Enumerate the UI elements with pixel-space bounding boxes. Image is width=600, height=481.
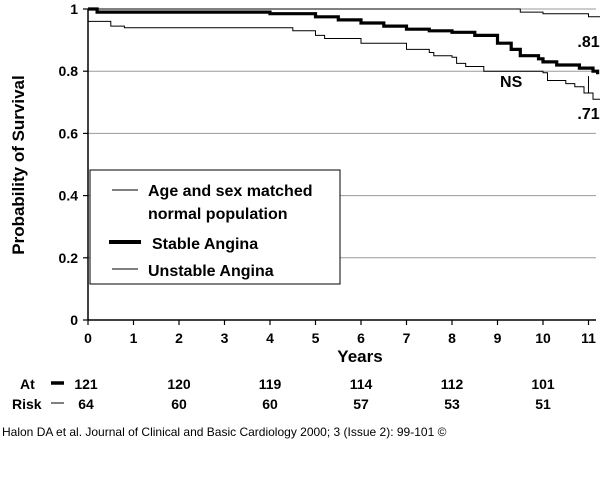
at-risk-count-unstable: 57	[353, 396, 369, 412]
at-risk-count-unstable: 53	[444, 396, 460, 412]
series-line-stable-angina	[88, 7, 600, 75]
legend-box	[89, 169, 341, 285]
x-tick-label: 7	[403, 330, 411, 346]
x-tick-label: 11	[581, 330, 596, 346]
x-tick-label: 10	[535, 330, 551, 346]
x-tick-label: 6	[357, 330, 365, 346]
y-tick-label: 0.4	[59, 188, 79, 204]
series-line-unstable-angina	[88, 20, 600, 100]
legend-label-stable: Stable Angina	[152, 236, 258, 253]
x-tick-label: 0	[84, 330, 92, 346]
y-tick-label: 1	[70, 1, 78, 17]
x-tick-label: 8	[448, 330, 456, 346]
annotation-label: .71	[577, 106, 599, 123]
annotation-label: NS	[500, 74, 523, 91]
at-risk-count-unstable: 64	[78, 396, 94, 412]
at-risk-count-stable: 112	[441, 376, 464, 392]
x-tick-label: 4	[266, 330, 274, 346]
legend: Age and sex matched normal population St…	[89, 169, 341, 285]
at-risk-count-stable: 121	[74, 376, 98, 392]
at-risk-count-unstable: 60	[171, 396, 187, 412]
x-tick-label: 9	[494, 330, 502, 346]
legend-label-unstable: Unstable Angina	[148, 263, 274, 280]
legend-label-normal-line2: normal population	[148, 206, 288, 223]
at-risk-table: At Risk 121 64 120 60 119 60 114 57 112 53 101 51	[12, 376, 555, 412]
at-risk-count-stable: 114	[350, 376, 373, 392]
x-tick-label: 1	[130, 330, 138, 346]
annotation-label: .81	[577, 34, 599, 51]
at-risk-count-unstable: 51	[535, 396, 551, 412]
at-risk-count-unstable: 60	[262, 396, 278, 412]
y-tick-label: 0	[70, 312, 78, 328]
x-tick-label: 2	[175, 330, 183, 346]
at-risk-label-line2: Risk	[12, 396, 42, 412]
annotations: .81 NS .71	[500, 34, 600, 123]
x-tick-label: 3	[221, 330, 229, 346]
at-risk-count-stable: 119	[259, 376, 282, 392]
at-risk-count-stable: 120	[167, 376, 191, 392]
y-tick-label: 0.8	[59, 63, 79, 79]
series-line-normal-population	[88, 8, 600, 18]
figure-caption: Halon DA et al. Journal of Clinical and …	[2, 425, 447, 439]
at-risk-count-stable: 101	[531, 376, 555, 392]
x-tick-label: 5	[312, 330, 320, 346]
at-risk-label-line1: At	[20, 376, 35, 392]
x-axis-title: Years	[337, 347, 382, 366]
y-tick-label: 0.2	[59, 250, 79, 266]
legend-label-normal-line1: Age and sex matched	[148, 183, 313, 200]
series-lines	[88, 7, 600, 100]
axis-ticks: 0 1 2 3 4 5 6 7 8 9 10 11 0 0.2 0.4 0.6 0.8 1	[59, 1, 597, 346]
y-tick-label: 0.6	[59, 125, 79, 141]
survival-chart: Age and sex matched normal population St…	[9, 1, 600, 412]
y-axis-title: Probability of Survival	[9, 75, 28, 255]
